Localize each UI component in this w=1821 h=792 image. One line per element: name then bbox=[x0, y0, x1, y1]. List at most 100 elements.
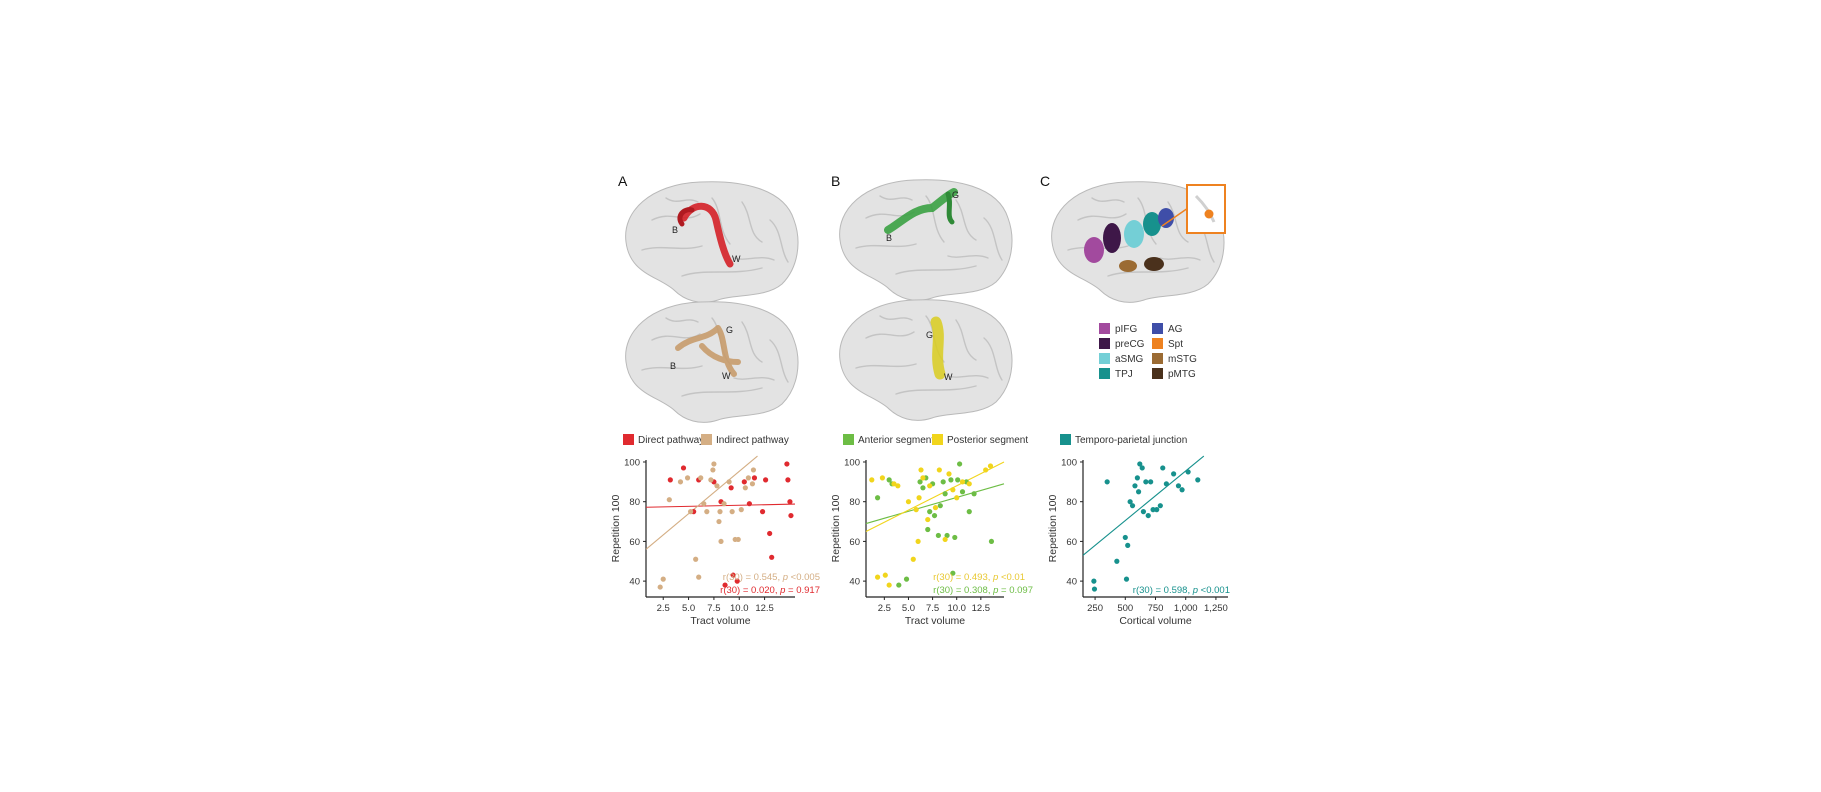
data-point bbox=[1137, 461, 1143, 467]
data-point bbox=[1145, 512, 1151, 519]
roi-swatch-ag bbox=[1152, 323, 1163, 334]
regression-line bbox=[1082, 455, 1205, 556]
legend-label-direct: Direct pathway bbox=[638, 435, 704, 446]
y-axis-title: Repetition 100 bbox=[830, 494, 842, 562]
data-point bbox=[1154, 507, 1160, 513]
data-point bbox=[693, 556, 699, 562]
roi-label-pmtg: pMTG bbox=[1168, 369, 1196, 380]
data-point bbox=[891, 481, 897, 487]
data-point bbox=[680, 465, 687, 471]
x-tick-label: 7.5 bbox=[707, 603, 720, 614]
legend-label-indirect: Indirect pathway bbox=[716, 435, 789, 446]
roi-label-ag: AG bbox=[1168, 324, 1183, 335]
x-tick-label: 5.0 bbox=[902, 603, 915, 614]
data-point bbox=[1140, 509, 1147, 515]
data-point bbox=[711, 461, 717, 467]
roi-swatch-mstg bbox=[1152, 353, 1163, 364]
data-point bbox=[746, 501, 752, 507]
data-point bbox=[966, 481, 972, 487]
brain-letter: G bbox=[726, 325, 733, 335]
roi-label-asmg: aSMG bbox=[1115, 354, 1144, 365]
data-point bbox=[666, 497, 672, 503]
y-tick-label: 60 bbox=[1066, 537, 1077, 548]
data-point bbox=[1148, 479, 1154, 485]
data-point bbox=[749, 481, 756, 487]
data-point bbox=[698, 475, 704, 481]
data-point bbox=[903, 576, 910, 582]
data-point bbox=[932, 505, 939, 511]
data-point bbox=[966, 509, 972, 515]
x-tick-label: 12.5 bbox=[972, 603, 991, 614]
data-point bbox=[769, 554, 775, 560]
data-point bbox=[1150, 507, 1156, 513]
data-point bbox=[763, 477, 769, 483]
data-point bbox=[1127, 499, 1133, 505]
data-point bbox=[741, 479, 747, 485]
data-point bbox=[944, 532, 950, 539]
legend-swatch-posterior bbox=[932, 434, 943, 445]
data-point bbox=[717, 509, 723, 515]
data-point bbox=[660, 576, 666, 582]
data-point bbox=[745, 475, 751, 481]
y-tick-label: 80 bbox=[1066, 497, 1077, 508]
data-point bbox=[716, 518, 722, 525]
data-point bbox=[886, 582, 892, 588]
data-point bbox=[1125, 542, 1131, 548]
data-point bbox=[954, 495, 960, 501]
stat-line-anterior: r(30) = 0.308, p = 0.097 bbox=[933, 585, 1033, 596]
data-point bbox=[726, 479, 732, 485]
data-point bbox=[1171, 471, 1177, 477]
y-tick-label: 40 bbox=[849, 577, 860, 588]
panel-label-a: A bbox=[618, 173, 628, 189]
roi-label-tpj: TPJ bbox=[1115, 369, 1133, 380]
data-point bbox=[785, 477, 791, 483]
stat-line-posterior: r(30) = 0.493, p <0.01 bbox=[933, 572, 1025, 583]
data-point bbox=[677, 479, 684, 485]
data-point bbox=[983, 467, 989, 473]
data-point bbox=[684, 475, 691, 481]
data-point bbox=[886, 477, 892, 483]
data-point bbox=[750, 467, 757, 473]
x-tick-label: 1,000 bbox=[1174, 603, 1198, 614]
brain-anterior-segment: B G bbox=[838, 179, 1013, 302]
brain-direct-pathway: B W bbox=[624, 181, 799, 304]
data-point bbox=[687, 509, 694, 515]
brain-letter: W bbox=[732, 254, 741, 264]
data-point bbox=[895, 483, 901, 489]
data-point bbox=[987, 463, 994, 469]
data-point bbox=[950, 487, 956, 493]
data-point bbox=[920, 475, 926, 481]
data-point bbox=[937, 503, 943, 509]
panel-label-b: B bbox=[831, 173, 840, 189]
data-point bbox=[1134, 475, 1140, 481]
x-tick-label: 500 bbox=[1117, 603, 1133, 614]
data-point bbox=[946, 471, 952, 477]
data-point bbox=[1139, 465, 1145, 471]
data-point bbox=[1091, 586, 1098, 592]
x-axis-title: Tract volume bbox=[690, 615, 750, 627]
y-tick-label: 100 bbox=[1061, 457, 1077, 468]
legend-swatch-indirect bbox=[701, 434, 712, 445]
data-point bbox=[1157, 503, 1163, 509]
data-point bbox=[869, 477, 875, 483]
data-point bbox=[657, 584, 663, 590]
brain-letter: B bbox=[672, 225, 678, 235]
data-point bbox=[1160, 465, 1166, 471]
data-point bbox=[896, 582, 902, 588]
data-point bbox=[1132, 483, 1138, 489]
y-axis-title: Repetition 100 bbox=[610, 494, 622, 562]
data-point bbox=[759, 509, 766, 515]
data-point bbox=[714, 483, 720, 489]
y-tick-label: 80 bbox=[849, 497, 860, 508]
roi-label-precg: preCG bbox=[1115, 339, 1145, 350]
legend-label-tpj: Temporo-parietal junction bbox=[1075, 435, 1187, 446]
data-point bbox=[1104, 479, 1110, 485]
data-point bbox=[730, 572, 736, 578]
brain-rois bbox=[1050, 181, 1225, 304]
roi-label-mstg: mSTG bbox=[1168, 354, 1197, 365]
data-point bbox=[955, 477, 961, 483]
data-point bbox=[905, 499, 912, 505]
data-point bbox=[916, 495, 922, 501]
x-tick-label: 750 bbox=[1148, 603, 1164, 614]
data-point bbox=[925, 516, 931, 523]
